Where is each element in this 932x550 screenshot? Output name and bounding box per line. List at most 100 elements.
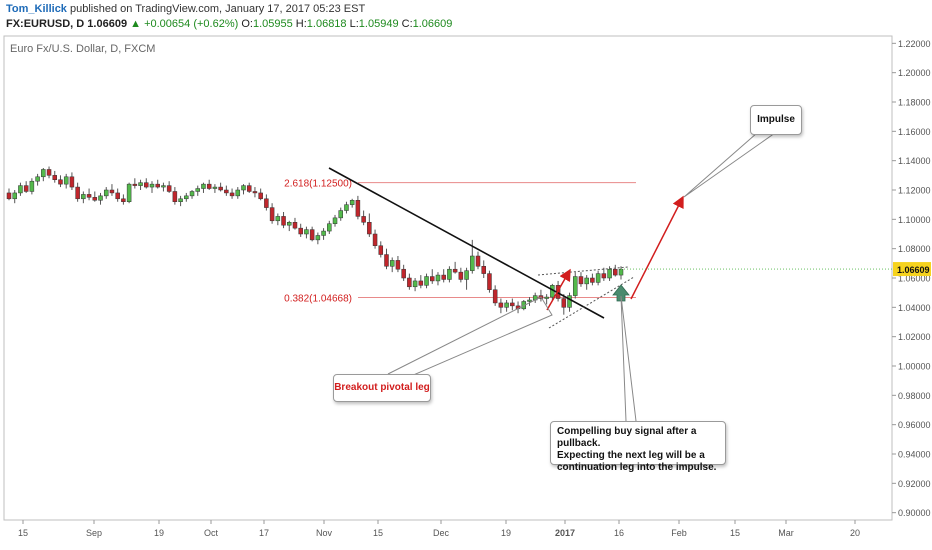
- author-link[interactable]: Tom_Killick: [6, 3, 67, 15]
- candle-body: [412, 280, 418, 288]
- candle-body: [149, 183, 155, 188]
- y-tick-label: 1.18000: [898, 98, 931, 108]
- candle-body: [155, 183, 160, 188]
- y-tick-label: 1.16000: [898, 127, 931, 137]
- candle-body: [252, 191, 258, 194]
- candle-body: [475, 255, 481, 267]
- candle-body: [607, 268, 612, 279]
- high-label: H:: [295, 18, 307, 30]
- candle-body: [63, 176, 69, 185]
- candle-body: [58, 179, 63, 185]
- impulse-callout-pointer: [683, 132, 776, 198]
- y-tick-label: 0.92000: [898, 479, 931, 489]
- candle-body: [29, 180, 35, 192]
- x-tick-label: 16: [614, 528, 624, 538]
- candle-body: [195, 188, 200, 192]
- candle-body: [298, 227, 303, 235]
- breakout-arrow: [546, 268, 571, 311]
- candle-body: [492, 289, 498, 304]
- candle-body: [258, 192, 263, 200]
- candle-body: [269, 207, 275, 222]
- candle-body: [201, 183, 206, 189]
- candle-body: [12, 192, 17, 200]
- candle-body: [361, 216, 366, 223]
- high-value: 1.06818: [306, 18, 347, 30]
- candle-body: [481, 266, 486, 274]
- candle-body: [81, 194, 86, 200]
- candle-body: [115, 192, 120, 200]
- breakout-callout: Breakout pivotal leg: [333, 374, 431, 402]
- x-tick-label: Dec: [433, 528, 450, 538]
- compelling-line-3: continuation leg into the impulse.: [557, 462, 717, 473]
- candle-body: [218, 186, 223, 191]
- y-tick-label: 1.02000: [898, 332, 931, 342]
- x-tick-label: 19: [154, 528, 164, 538]
- candle-body: [315, 235, 321, 241]
- candle-body: [178, 198, 183, 202]
- up-arrow-icon: ▲: [130, 18, 142, 30]
- candle-body: [572, 276, 578, 296]
- y-tick-label: 1.12000: [898, 186, 931, 196]
- compelling-callout: Compelling buy signal after a pullback. …: [550, 421, 726, 473]
- breakout-label: Breakout pivotal leg: [334, 382, 430, 393]
- change-value: +0.00654 (+0.62%): [144, 18, 239, 30]
- fib-label: 2.618(1.12500): [284, 179, 352, 190]
- open-value: 1.05955: [252, 18, 293, 30]
- drawings: [328, 132, 776, 422]
- x-tick-label: 2017: [555, 528, 575, 538]
- candle-body: [441, 274, 446, 280]
- candle-body: [41, 169, 46, 178]
- x-tick-label: 19: [501, 528, 511, 538]
- candle-body: [304, 229, 309, 235]
- candle-body: [601, 273, 607, 279]
- y-tick-label: 0.96000: [898, 420, 931, 430]
- candle-body: [590, 277, 595, 283]
- y-tick-label: 1.00000: [898, 362, 931, 372]
- candle-body: [384, 254, 389, 267]
- candle-body: [327, 223, 332, 232]
- candle-body: [447, 268, 452, 280]
- compelling-line-2: Expecting the next leg will be a: [557, 450, 705, 461]
- candle-body: [189, 191, 195, 197]
- x-tick-label: 15: [730, 528, 740, 538]
- close-value: 1.06609: [412, 18, 453, 30]
- channel-upper-line: [537, 266, 629, 276]
- fib-label: 0.382(1.04668): [284, 294, 352, 305]
- candle-body: [561, 298, 567, 308]
- candle-body: [321, 230, 326, 236]
- symbol-label[interactable]: FX:EURUSD, D: [6, 18, 85, 30]
- symbol-line: FX:EURUSD, D 1.06609 ▲ +0.00654 (+0.62%)…: [6, 18, 452, 30]
- channel-lower-line: [548, 276, 635, 329]
- candle-body: [212, 186, 218, 189]
- candle-body: [418, 280, 424, 286]
- candle-body: [309, 229, 315, 241]
- candle-body: [407, 277, 412, 288]
- candle-body: [161, 185, 166, 188]
- candle-body: [464, 270, 469, 280]
- candle-body: [138, 182, 143, 186]
- low-label: L:: [349, 18, 359, 30]
- x-tick-label: 20: [850, 528, 860, 538]
- candle-body: [470, 255, 475, 271]
- candle-body: [206, 183, 212, 189]
- candle-body: [544, 296, 549, 299]
- candle-body: [527, 299, 532, 302]
- candle-body: [275, 216, 281, 222]
- downtrend-line: [328, 167, 605, 319]
- candle-body: [23, 185, 29, 192]
- last-price-marker: 1.06609: [621, 262, 931, 277]
- candle-body: [241, 185, 246, 191]
- published-text: published on TradingView.com, January 17…: [70, 3, 366, 15]
- candle-body: [613, 268, 618, 276]
- candle-body: [264, 198, 269, 208]
- x-tick-label: 15: [18, 528, 28, 538]
- y-tick-label: 1.04000: [898, 303, 931, 313]
- candle-body: [401, 268, 406, 279]
- candle-body: [235, 189, 241, 197]
- close-label: C:: [401, 18, 413, 30]
- compelling-callout-pointer: [620, 295, 637, 422]
- y-tick-label: 0.94000: [898, 450, 931, 460]
- impulse-callout: Impulse: [750, 105, 802, 135]
- candle-body: [35, 176, 40, 182]
- candle-body: [578, 276, 584, 285]
